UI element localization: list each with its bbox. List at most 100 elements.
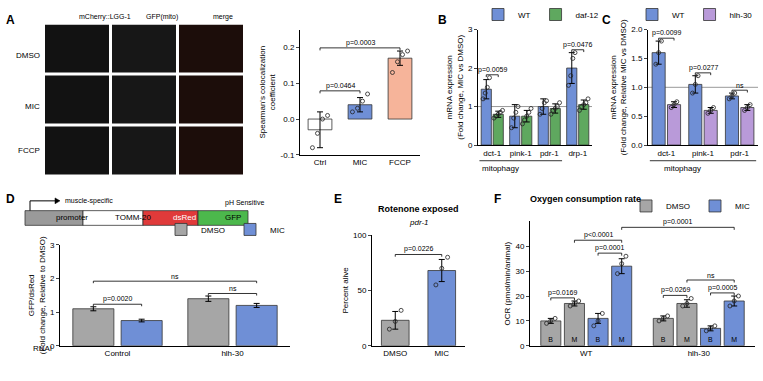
svg-text:B: B <box>596 336 601 343</box>
svg-text:p=0.0020: p=0.0020 <box>103 295 132 303</box>
svg-text:FCCP: FCCP <box>389 158 411 167</box>
svg-text:mitophagy: mitophagy <box>664 164 701 173</box>
svg-text:MIC: MIC <box>353 158 368 167</box>
svg-text:B: B <box>438 13 447 27</box>
svg-text:MIC: MIC <box>25 102 40 111</box>
svg-text:RNAi: RNAi <box>33 344 52 353</box>
svg-text:Rotenone exposed: Rotenone exposed <box>378 204 459 214</box>
svg-text:1.0: 1.0 <box>631 83 643 92</box>
svg-text:pdr-1: pdr-1 <box>730 149 749 158</box>
svg-text:DMSO: DMSO <box>16 51 40 60</box>
svg-text:2.0: 2.0 <box>631 25 643 34</box>
svg-text:p<0.0001: p<0.0001 <box>584 231 613 239</box>
svg-text:0.0: 0.0 <box>631 141 643 150</box>
svg-text:0.2: 0.2 <box>283 43 295 52</box>
svg-text:p=0.0226: p=0.0226 <box>404 245 433 253</box>
svg-text:hlh-30: hlh-30 <box>221 349 244 358</box>
svg-text:Control: Control <box>105 349 131 358</box>
svg-text:dct-1: dct-1 <box>483 149 501 158</box>
svg-text:M: M <box>684 336 690 343</box>
svg-text:daf-12: daf-12 <box>576 11 599 20</box>
svg-text:1: 1 <box>468 102 473 111</box>
svg-text:-0.1: -0.1 <box>281 151 295 160</box>
svg-text:E: E <box>334 192 342 206</box>
svg-text:C: C <box>602 13 611 27</box>
svg-text:FCCP: FCCP <box>18 146 40 155</box>
svg-text:0: 0 <box>468 141 473 150</box>
svg-text:MIC: MIC <box>434 349 449 358</box>
svg-text:1.5: 1.5 <box>631 54 643 63</box>
svg-text:0: 0 <box>50 342 55 351</box>
svg-text:DMSO: DMSO <box>201 226 225 235</box>
svg-text:MIC: MIC <box>270 226 285 235</box>
svg-text:p=0.0005: p=0.0005 <box>708 284 737 292</box>
svg-text:M: M <box>619 336 625 343</box>
svg-text:pink-1: pink-1 <box>692 149 714 158</box>
svg-text:ns: ns <box>707 272 715 279</box>
svg-text:merge: merge <box>213 13 233 21</box>
svg-text:0.1: 0.1 <box>283 79 295 88</box>
svg-text:B: B <box>661 336 666 343</box>
svg-text:B: B <box>548 336 553 343</box>
svg-text:2: 2 <box>50 274 55 283</box>
svg-text:Percent alive: Percent alive <box>341 267 350 314</box>
svg-text:50: 50 <box>357 286 366 295</box>
svg-text:GFP/dsRed(Fold change, Relativ: GFP/dsRed(Fold change, Relative to DMSO) <box>27 236 46 354</box>
svg-text:p=0.0003: p=0.0003 <box>346 39 375 47</box>
svg-text:0: 0 <box>362 342 367 351</box>
svg-text:MIC: MIC <box>735 202 750 211</box>
svg-text:TOMM-20: TOMM-20 <box>115 213 151 222</box>
svg-text:p=0.0169: p=0.0169 <box>548 289 577 297</box>
svg-text:2: 2 <box>468 64 473 73</box>
svg-text:DMSO: DMSO <box>383 349 407 358</box>
svg-text:WT: WT <box>672 11 685 20</box>
svg-text:p=0.0269: p=0.0269 <box>661 286 690 294</box>
svg-text:p=0.0476: p=0.0476 <box>563 41 592 49</box>
svg-text:3: 3 <box>50 241 55 250</box>
svg-text:0.0: 0.0 <box>283 115 295 124</box>
svg-text:p=0.0059: p=0.0059 <box>478 66 507 74</box>
svg-text:pH Sensitive: pH Sensitive <box>225 199 264 207</box>
svg-text:20: 20 <box>515 292 524 301</box>
svg-text:hlh-30: hlh-30 <box>730 11 753 20</box>
svg-text:0: 0 <box>520 342 525 351</box>
svg-text:GFP: GFP <box>225 213 241 222</box>
svg-text:WT: WT <box>580 349 593 358</box>
svg-text:promoter: promoter <box>56 213 88 222</box>
svg-text:D: D <box>6 192 15 206</box>
svg-text:pdr-1: pdr-1 <box>409 218 429 227</box>
svg-text:3: 3 <box>468 25 473 34</box>
svg-text:ns: ns <box>736 82 744 89</box>
svg-text:M: M <box>571 336 577 343</box>
svg-text:pdr-1: pdr-1 <box>540 149 559 158</box>
svg-text:A: A <box>6 13 15 27</box>
svg-text:pink-1: pink-1 <box>510 149 532 158</box>
svg-text:DMSO: DMSO <box>666 202 690 211</box>
svg-text:WT: WT <box>518 11 531 20</box>
svg-text:mCherry::LGG-1: mCherry::LGG-1 <box>79 13 131 21</box>
svg-text:mRNA expression(Fold change, R: mRNA expression(Fold change, Relative MI… <box>609 19 628 155</box>
svg-text:muscle-specific: muscle-specific <box>65 197 113 205</box>
svg-text:drp-1: drp-1 <box>568 149 587 158</box>
svg-text:GFP(mito): GFP(mito) <box>146 13 178 21</box>
svg-text:p=0.0099: p=0.0099 <box>652 29 681 37</box>
svg-text:p=0.0001: p=0.0001 <box>595 244 624 252</box>
svg-text:B: B <box>708 336 713 343</box>
svg-text:ns: ns <box>171 273 179 280</box>
svg-text:p=0.0277: p=0.0277 <box>689 64 718 72</box>
svg-text:1: 1 <box>50 308 55 317</box>
svg-text:ns: ns <box>229 285 237 292</box>
svg-text:mRNA expression(Fold change, M: mRNA expression(Fold change, MIC vs DMSO… <box>445 35 464 140</box>
svg-text:Spearman's colocalizationcoeff: Spearman's colocalizationcoefficient <box>258 46 277 139</box>
svg-text:OCR (pmol/min/animal): OCR (pmol/min/animal) <box>503 241 512 325</box>
svg-text:dct-1: dct-1 <box>657 149 675 158</box>
svg-text:p=0.0464: p=0.0464 <box>326 82 355 90</box>
svg-text:30: 30 <box>515 267 524 276</box>
svg-text:F: F <box>494 192 501 206</box>
svg-text:Oxygen consumption rate: Oxygen consumption rate <box>530 194 641 204</box>
svg-text:40: 40 <box>515 242 524 251</box>
svg-text:0.5: 0.5 <box>631 112 643 121</box>
svg-text:mitophagy: mitophagy <box>482 164 519 173</box>
svg-text:p=0.0001: p=0.0001 <box>663 218 692 226</box>
svg-text:M: M <box>731 336 737 343</box>
